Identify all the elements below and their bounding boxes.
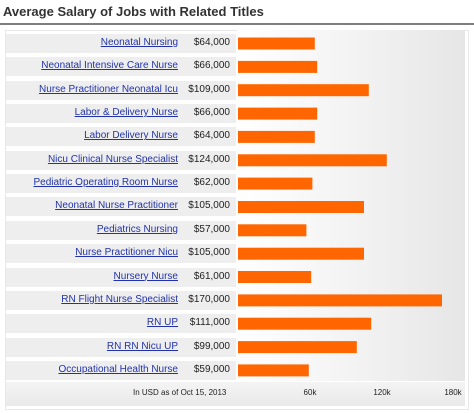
job-title-link[interactable]: RN Flight Nurse Specialist <box>61 293 178 305</box>
salary-value: $64,000 <box>193 130 230 142</box>
salary-bar <box>238 37 315 50</box>
row-background <box>6 127 236 147</box>
salary-bar <box>238 317 372 330</box>
title-divider <box>0 23 474 25</box>
job-title-link[interactable]: Nursery Nurse <box>113 270 178 282</box>
x-axis-strip <box>6 382 465 406</box>
job-title-link[interactable]: Occupational Health Nurse <box>58 363 178 375</box>
salary-bar <box>238 130 315 143</box>
job-title-link[interactable]: RN UP <box>146 317 178 329</box>
salary-bar <box>238 154 387 167</box>
salary-bar <box>238 341 357 354</box>
job-title-link[interactable]: RN RN Nicu UP <box>106 340 178 352</box>
row-background <box>6 314 236 334</box>
x-tick-label: 120k <box>373 388 391 397</box>
salary-value: $57,000 <box>193 223 230 235</box>
row-background <box>6 34 236 53</box>
job-title-link[interactable]: Nurse Practitioner Neonatal Icu <box>39 83 178 95</box>
row-background <box>6 80 236 100</box>
salary-value: $170,000 <box>188 293 230 305</box>
salary-value: $66,000 <box>193 107 230 119</box>
salary-value: $124,000 <box>188 153 230 165</box>
salary-value: $109,000 <box>188 83 230 95</box>
salary-value: $64,000 <box>193 37 230 48</box>
salary-bar <box>238 84 369 97</box>
salary-value: $61,000 <box>193 270 230 282</box>
job-title-link[interactable]: Nurse Practitioner Nicu <box>75 247 178 259</box>
job-title-link[interactable]: Pediatric Operating Room Nurse <box>33 177 178 189</box>
row-background <box>6 244 236 264</box>
salary-bar <box>238 60 318 73</box>
salary-bar <box>238 364 309 377</box>
salary-bar <box>238 271 312 283</box>
job-title-link[interactable]: Nicu Clinical Nurse Specialist <box>47 153 178 165</box>
row-background <box>6 197 236 217</box>
salary-value: $99,000 <box>193 340 230 352</box>
job-title-link[interactable]: Neonatal Nursing <box>100 37 178 48</box>
row-background <box>6 290 236 310</box>
row-background <box>6 104 236 124</box>
x-tick-label: 180k <box>444 388 462 397</box>
salary-bar <box>238 201 364 213</box>
salary-bar <box>238 177 313 190</box>
x-tick-label: 60k <box>303 388 317 397</box>
row-background <box>6 360 236 380</box>
job-title-link[interactable]: Pediatrics Nursing <box>96 223 178 235</box>
row-background <box>6 337 236 357</box>
row-background <box>6 220 236 240</box>
currency-footnote: In USD as of Oct 15, 2013 <box>133 388 227 397</box>
row-background <box>6 150 236 170</box>
row-background <box>6 57 236 77</box>
salary-value: $105,000 <box>188 200 230 212</box>
salary-value: $111,000 <box>189 317 230 329</box>
salary-value: $105,000 <box>188 247 230 259</box>
job-title-link[interactable]: Labor & Delivery Nurse <box>74 107 178 119</box>
job-title-link[interactable]: Neonatal Intensive Care Nurse <box>41 60 178 72</box>
chart-title: Average Salary of Jobs with Related Titl… <box>3 4 264 19</box>
salary-value: $62,000 <box>193 177 230 189</box>
salary-value: $59,000 <box>193 363 230 375</box>
salary-bar <box>238 247 364 260</box>
job-title-link[interactable]: Labor Delivery Nurse <box>84 130 178 142</box>
salary-value: $66,000 <box>193 60 230 72</box>
salary-bar <box>238 294 442 307</box>
salary-bar <box>238 224 307 237</box>
job-title-link[interactable]: Neonatal Nurse Practitioner <box>55 200 178 212</box>
row-background <box>6 267 236 287</box>
row-background <box>6 174 236 194</box>
salary-bar <box>238 107 318 120</box>
